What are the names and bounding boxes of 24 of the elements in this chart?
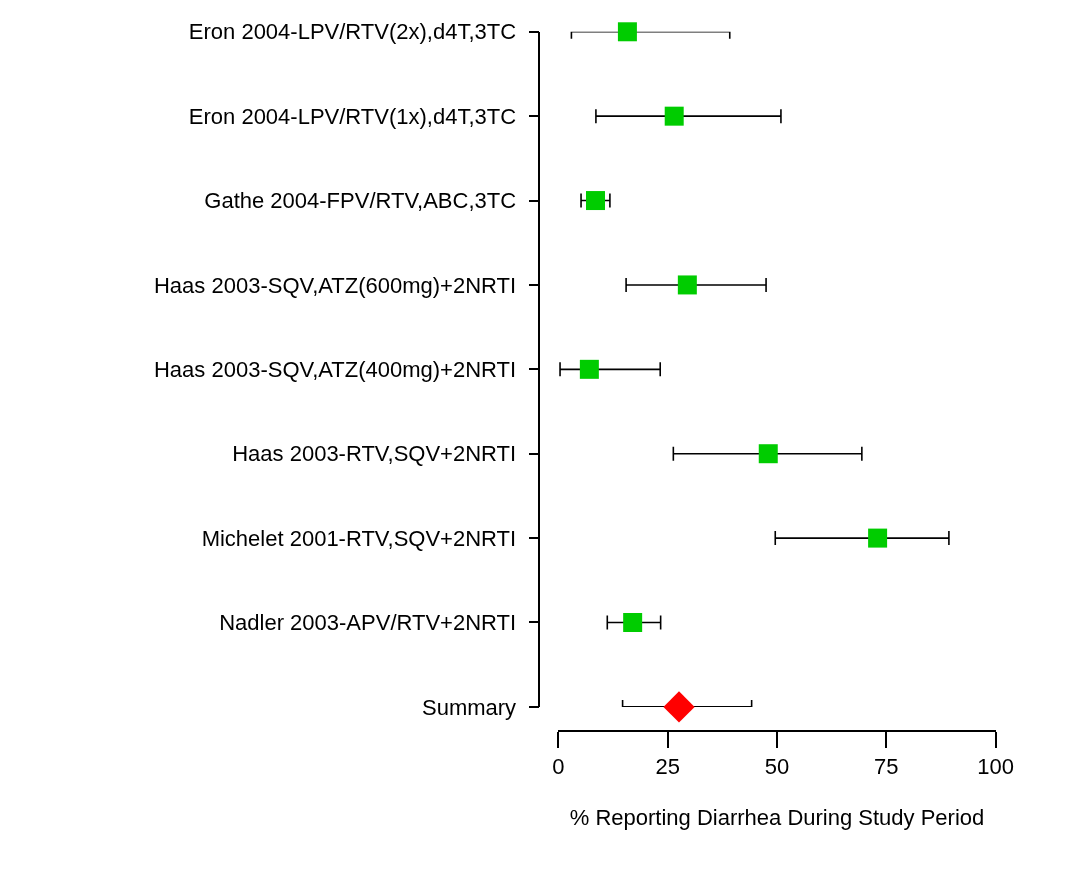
y-tick-label: Summary: [422, 694, 517, 720]
point: [664, 106, 684, 126]
point: [677, 275, 697, 295]
x-tick-label: 100: [977, 754, 1015, 780]
x-tick-label: 25: [655, 754, 680, 780]
y-tick-label: Michelet 2001-RTV,SQV+2NRTI: [201, 525, 517, 551]
point: [585, 191, 605, 211]
point: [758, 444, 778, 464]
point: [623, 612, 643, 632]
y-tick-label: Haas 2003-RTV,SQV+2NRTI: [232, 441, 517, 467]
x-axis-title: % Reporting Diarrhea During Study Period: [569, 804, 985, 830]
point: [579, 359, 599, 379]
point: [617, 22, 637, 42]
y-tick-label: Haas 2003-SQV,ATZ(400mg)+2NRTI: [153, 357, 517, 383]
point: [868, 528, 888, 548]
x-tick-label: 0: [552, 754, 565, 780]
y-tick-label: Eron 2004-LPV/RTV(1x),d4T,3TC: [188, 103, 517, 129]
y-tick-label: Nadler 2003-APV/RTV+2NRTI: [219, 610, 517, 636]
y-tick-label: Haas 2003-SQV,ATZ(600mg)+2NRTI: [153, 272, 517, 298]
point: [663, 691, 695, 723]
x-tick-label: 50: [764, 754, 790, 780]
y-tick-label: Gathe 2004-FPV/RTV,ABC,3TC: [204, 188, 517, 214]
y-tick-label: Eron 2004-LPV/RTV(2x),d4T,3TC: [188, 19, 517, 45]
x-tick-label: 75: [874, 754, 899, 780]
